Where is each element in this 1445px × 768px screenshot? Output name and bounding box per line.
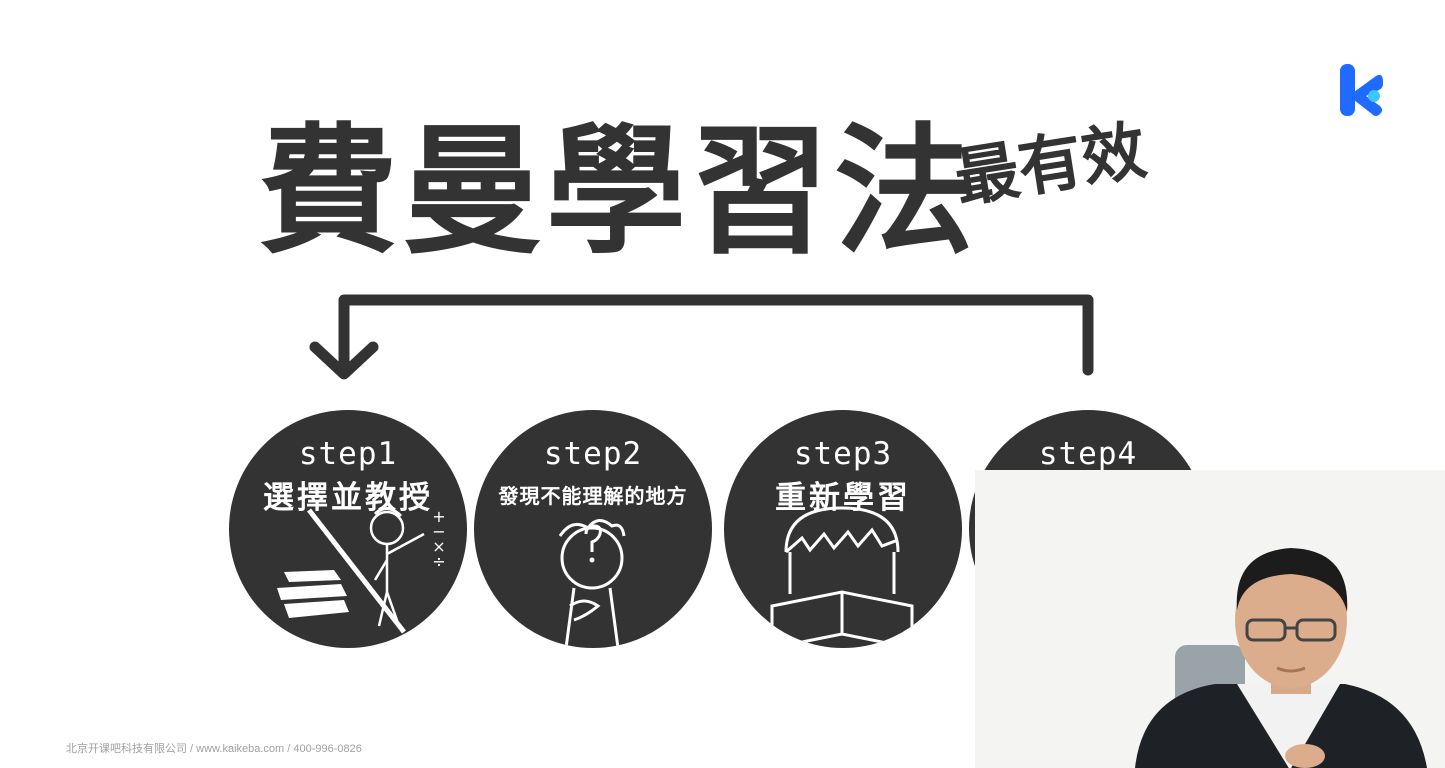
math-minus: − xyxy=(432,522,445,541)
math-divide: ÷ xyxy=(432,552,445,571)
sub-title: 最有效 xyxy=(949,113,1152,218)
step2-number: step2 xyxy=(543,436,643,472)
step4-number: step4 xyxy=(1038,436,1138,472)
step3-circle: step3 重新學習 xyxy=(724,410,962,648)
teacher-illustration-icon: + − × ÷ xyxy=(277,507,446,634)
step1-caption: 選擇並教授 xyxy=(263,480,433,516)
reading-person-illustration-icon xyxy=(770,506,914,648)
step1-number: step1 xyxy=(298,436,398,472)
step3-caption: 重新學習 xyxy=(775,480,911,516)
kaikeba-logo-icon xyxy=(1340,64,1383,116)
thinking-person-illustration-icon xyxy=(558,519,626,648)
step1-circle: + − × ÷ step1 選擇並教授 xyxy=(229,410,467,648)
math-plus: + xyxy=(432,507,445,526)
footer-info: 北京开课吧科技有限公司 / www.kaikeba.com / 400-996-… xyxy=(66,743,362,755)
main-title: 費曼學習法 xyxy=(258,111,979,274)
step2-caption: 發現不能理解的地方 xyxy=(498,484,688,508)
math-times: × xyxy=(432,537,445,556)
step3-number: step3 xyxy=(793,436,893,472)
step2-circle: step2 發現不能理解的地方 xyxy=(474,410,712,648)
presenter-video xyxy=(975,470,1445,768)
